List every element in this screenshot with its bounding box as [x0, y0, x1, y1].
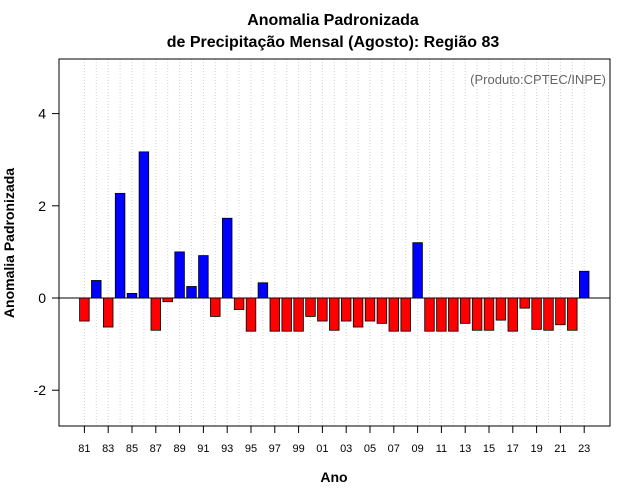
bar	[495, 297, 507, 321]
x-tick-label: 97	[269, 443, 281, 455]
bar	[531, 297, 542, 330]
y-tick-label: 4	[38, 106, 46, 122]
bar	[317, 297, 328, 322]
bar	[186, 286, 197, 299]
bar	[138, 151, 150, 299]
x-tick-label: 93	[221, 443, 233, 455]
x-tick-label: 17	[507, 443, 519, 455]
product-annotation: (Produto:CPTEC/INPE)	[470, 72, 606, 87]
bar	[198, 255, 209, 299]
bar	[507, 297, 519, 332]
x-tick-label: 87	[150, 443, 162, 455]
y-tick-label: -2	[34, 382, 47, 398]
bar	[126, 292, 138, 299]
bar	[555, 297, 566, 326]
bar	[567, 297, 578, 331]
bar	[174, 251, 185, 299]
bar	[233, 297, 245, 310]
y-tick-label: 2	[38, 198, 46, 214]
bar	[436, 297, 447, 332]
bar	[91, 280, 102, 299]
bar	[329, 297, 340, 331]
bar	[221, 217, 233, 299]
x-tick-label: 11	[436, 443, 447, 455]
bar	[459, 297, 471, 324]
bar	[340, 297, 352, 322]
bar	[293, 297, 304, 332]
x-tick-label: 83	[102, 443, 114, 455]
x-tick-label: 05	[364, 443, 376, 455]
grid-lines	[83, 59, 585, 426]
x-tick-label: 89	[173, 443, 185, 455]
bar	[364, 297, 376, 322]
x-tick-label: 03	[340, 443, 352, 455]
bar	[400, 297, 411, 332]
bar	[269, 297, 281, 332]
x-tick-label: 09	[411, 443, 423, 455]
bar	[162, 297, 173, 303]
bar	[388, 297, 400, 332]
x-tick-label: 99	[292, 443, 304, 455]
bar	[448, 297, 459, 332]
y-axis-title: Anomalia Padronizada	[1, 168, 17, 318]
bars	[79, 151, 590, 332]
bar	[150, 297, 162, 331]
chart-title: Anomalia Padronizada	[247, 12, 419, 29]
bar	[114, 192, 126, 299]
bar	[281, 297, 292, 332]
x-tick-label: 85	[126, 443, 138, 455]
x-tick-label: 19	[530, 443, 542, 455]
bar	[245, 297, 257, 332]
x-tick-label: 07	[388, 443, 400, 455]
bar	[424, 297, 435, 332]
bar	[471, 297, 483, 331]
bar	[79, 297, 90, 322]
bar	[376, 297, 388, 324]
x-tick-label: 01	[316, 443, 328, 455]
x-tick-label: 23	[578, 443, 590, 455]
y-tick-label: 0	[38, 290, 46, 306]
y-axis: -2 0 2 4	[34, 106, 59, 398]
x-tick-label: 13	[459, 443, 471, 455]
bar	[412, 242, 423, 299]
bar	[519, 297, 530, 309]
x-tick-label: 21	[554, 443, 566, 455]
bar	[543, 297, 554, 331]
x-tick-label: 15	[483, 443, 495, 455]
x-axis-title: Ano	[320, 469, 347, 485]
bar	[305, 297, 316, 317]
bar	[352, 297, 364, 328]
chart-subtitle: de Precipitação Mensal (Agosto): Região …	[167, 34, 500, 51]
plot-frame	[58, 58, 611, 427]
x-tick-label: 81	[78, 443, 90, 455]
x-tick-label: 91	[197, 443, 209, 455]
x-axis: 81 83 85 87 89 91 93 95 97 99 01 03 05 07 09 11 13 15 17 19…	[78, 426, 590, 455]
bar	[103, 297, 114, 328]
bar	[483, 297, 495, 331]
x-tick-label: 95	[245, 443, 257, 455]
bar	[579, 270, 590, 299]
bar	[257, 282, 269, 299]
bar	[210, 297, 221, 317]
